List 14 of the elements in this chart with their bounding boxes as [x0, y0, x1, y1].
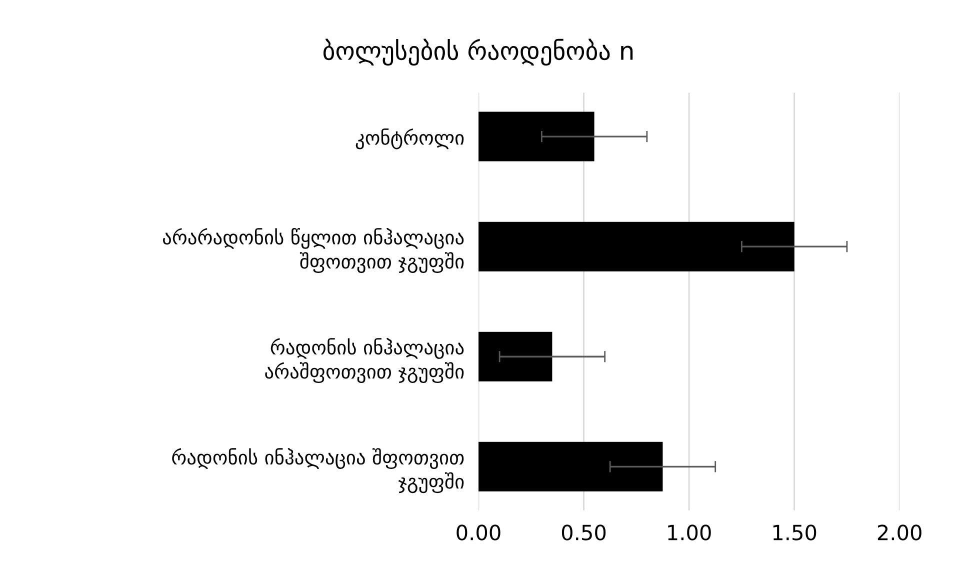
bar	[478, 222, 794, 272]
x-tick-label: 0.50	[562, 524, 606, 540]
bar	[478, 442, 663, 492]
bar	[478, 332, 552, 382]
y-tick-label: რადონის ინჰალაცია შფოთვით ჯგუფში	[172, 448, 464, 494]
bar	[478, 112, 594, 162]
y-tick-label: არარადონის წყლით ინჰალაცია შფოთვით ჯგუფში	[162, 228, 464, 273]
x-tick-label: 2.00	[878, 524, 922, 540]
x-tick-label: 0.00	[456, 524, 500, 540]
x-tick-label: 1.50	[773, 524, 816, 540]
chart-title: ბოლუსების რაოდენობა n	[324, 38, 633, 66]
y-tick-label: რადონის ინჰალაცია არაშფოთვით ჯგუფში	[265, 338, 464, 384]
x-tick-label: 1.00	[668, 524, 711, 540]
y-tick-label: კონტროლი	[356, 128, 464, 150]
